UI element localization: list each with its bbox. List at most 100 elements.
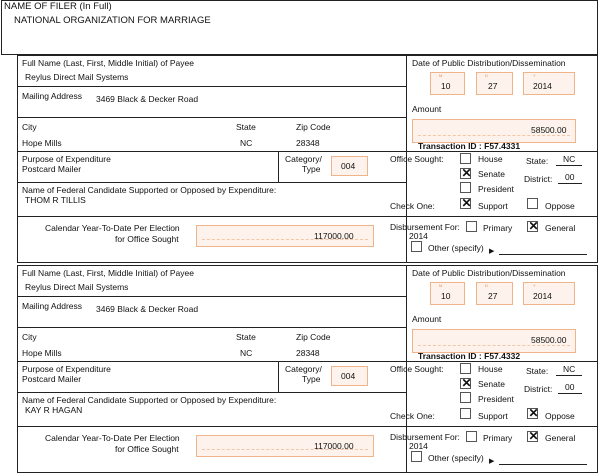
oppose-label: Oppose: [545, 201, 575, 211]
disbursement-year: 2014: [409, 441, 428, 451]
amount-box: [412, 119, 576, 143]
category-label-2: Type: [302, 164, 321, 174]
x-mark-icon: ✕: [528, 406, 539, 420]
payee-name: Reylus Direct Mail Systems: [25, 72, 129, 82]
zip-value: 28348: [296, 348, 320, 358]
ytd-label-1: Calendar Year-To-Date Per Election: [45, 223, 180, 233]
office-state-label: State:: [526, 156, 549, 166]
house-checkbox[interactable]: [460, 153, 471, 164]
purpose-value: Postcard Mailer: [22, 164, 82, 174]
amount-value: 58500.00: [531, 335, 567, 345]
payee-name: Reylus Direct Mail Systems: [25, 282, 129, 292]
primary-label: Primary: [483, 223, 513, 233]
x-mark-icon: ✕: [528, 219, 539, 233]
city-value: Hope Mills: [22, 138, 62, 148]
oppose-checkbox[interactable]: [527, 198, 538, 209]
district-label: District:: [524, 174, 553, 184]
address-label: Mailing Address: [22, 301, 83, 311]
senate-label: Senate: [478, 169, 505, 179]
category-box: [331, 366, 368, 386]
general-checkbox[interactable]: ✕: [527, 219, 539, 233]
expenditure-entry: Full Name (Last, First, Middle Initial) …: [0, 265, 598, 475]
candidate-name: KAY R HAGAN: [25, 405, 83, 415]
state-label: State: [236, 122, 256, 132]
date-month: 10: [441, 291, 451, 301]
check-one-label: Check One:: [390, 411, 435, 421]
primary-checkbox[interactable]: [466, 221, 477, 232]
purpose-label: Purpose of Expenditure: [22, 364, 111, 374]
disbursement-label: Disbursement For:: [390, 222, 460, 232]
city-label: City: [22, 122, 37, 132]
amount-label: Amount: [412, 314, 442, 324]
oppose-label: Oppose: [545, 411, 575, 421]
category-box: [331, 156, 368, 176]
mailing-address: 3469 Black & Decker Road: [96, 304, 199, 314]
date-year: 2014: [533, 81, 552, 91]
category-value: 004: [341, 161, 356, 171]
senate-label: Senate: [478, 379, 505, 389]
primary-label: Primary: [483, 433, 513, 443]
x-mark-icon: ✕: [461, 196, 472, 210]
senate-checkbox[interactable]: ✕: [460, 376, 472, 390]
primary-checkbox[interactable]: [466, 431, 477, 442]
date-year-box: [523, 72, 575, 95]
president-checkbox[interactable]: [460, 182, 471, 193]
candidate-label: Name of Federal Candidate Supported or O…: [22, 395, 277, 405]
support-checkbox[interactable]: [460, 408, 471, 419]
date-day: 27: [488, 291, 498, 301]
disbursement-label: Disbursement For:: [390, 432, 460, 442]
president-checkbox[interactable]: [460, 392, 471, 403]
house-label: House: [478, 154, 503, 164]
general-label: General: [545, 223, 576, 233]
category-value: 004: [341, 371, 356, 381]
expenditure-entry: Full Name (Last, First, Middle Initial) …: [0, 55, 598, 265]
general-checkbox[interactable]: ✕: [527, 429, 539, 443]
category-label-1: Category/: [285, 154, 322, 164]
other-label: Other (specify): [428, 453, 484, 463]
date-day-box: [476, 282, 513, 305]
x-mark-icon: ✕: [461, 166, 472, 180]
ytd-box: [196, 435, 374, 457]
candidate-name: THOM R TILLIS: [25, 195, 86, 205]
zip-label: Zip Code: [296, 122, 331, 132]
date-label: Date of Public Distribution/Disseminatio…: [412, 58, 566, 68]
disbursement-year: 2014: [409, 231, 428, 241]
date-year: 2014: [533, 291, 552, 301]
district-value: 00: [565, 382, 575, 392]
zip-label: Zip Code: [296, 332, 331, 342]
ytd-value: 117000.00: [314, 441, 354, 451]
purpose-label: Purpose of Expenditure: [22, 154, 111, 164]
state-value: NC: [240, 138, 253, 148]
city-value: Hope Mills: [22, 348, 62, 358]
check-one-label: Check One:: [390, 201, 435, 211]
support-checkbox[interactable]: ✕: [460, 196, 472, 210]
senate-checkbox[interactable]: ✕: [460, 166, 472, 180]
district-value: 00: [565, 172, 575, 182]
mailing-address: 3469 Black & Decker Road: [96, 94, 199, 104]
x-mark-icon: ✕: [528, 429, 539, 443]
office-sought-label: Office Sought:: [390, 364, 444, 374]
house-label: House: [478, 364, 503, 374]
filer-name: NATIONAL ORGANIZATION FOR MARRIAGE: [14, 15, 211, 26]
oppose-checkbox[interactable]: ✕: [527, 406, 539, 420]
office-state-value: NC: [563, 154, 576, 164]
payee-label: Full Name (Last, First, Middle Initial) …: [22, 268, 194, 278]
address-label: Mailing Address: [22, 91, 83, 101]
arrow-right-icon: ▶: [489, 458, 495, 465]
support-label: Support: [478, 411, 508, 421]
filer-label: NAME OF FILER (In Full): [4, 1, 112, 12]
office-sought-label: Office Sought:: [390, 154, 444, 164]
other-checkbox[interactable]: [411, 241, 422, 252]
office-state-label: State:: [526, 366, 549, 376]
candidate-label: Name of Federal Candidate Supported or O…: [22, 185, 277, 195]
date-label: Date of Public Distribution/Disseminatio…: [412, 268, 566, 278]
ytd-value: 117000.00: [314, 231, 354, 241]
ytd-label-2: for Office Sought: [115, 444, 179, 454]
support-label: Support: [478, 201, 508, 211]
other-label: Other (specify): [428, 243, 484, 253]
category-label-2: Type: [302, 374, 321, 384]
other-checkbox[interactable]: [411, 451, 422, 462]
x-mark-icon: ✕: [461, 376, 472, 390]
city-label: City: [22, 332, 37, 342]
house-checkbox[interactable]: [460, 363, 471, 374]
